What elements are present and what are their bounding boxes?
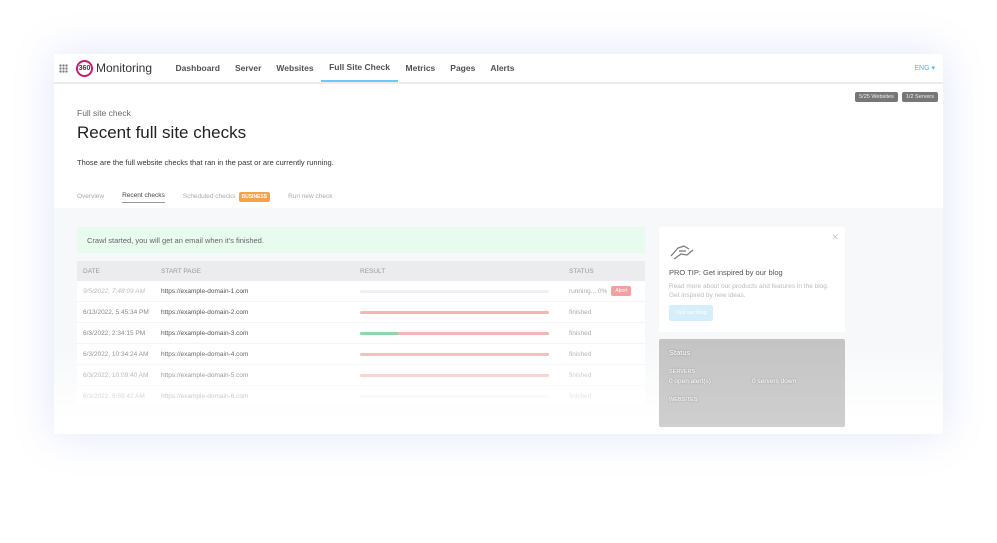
handshake-icon [669,242,835,262]
abort-button[interactable]: Abort [611,286,632,296]
tab-run-new-check[interactable]: Run new check [288,192,333,200]
breadcrumb: Full site check [77,108,131,118]
page-title: Recent full site checks [77,123,247,142]
app-window: 360 Monitoring Dashboard Server Websites … [54,54,943,434]
row-status: running... 0% [569,287,608,295]
logo-text: Monitoring [96,61,153,75]
tab-recent-checks[interactable]: Recent checks [122,192,165,203]
result-fail-segment [397,331,549,335]
nav-metrics[interactable]: Metrics [405,63,436,73]
status-title: Status [669,348,691,357]
logo[interactable]: 360 Monitoring [76,59,153,77]
row-status: finished [569,329,592,337]
websites-label: WEBSITES [669,397,698,403]
tip-title: PRO TIP: Get inspired by our blog [669,268,783,277]
nav-server[interactable]: Server [234,63,262,73]
success-alert: Crawl started, you will get an email whe… [77,227,645,253]
row-start-page[interactable]: https://example-domain-3.com [161,329,249,337]
result-fail-segment [360,310,549,314]
table-row[interactable]: 6/13/2022, 5:45:34 PM https://example-do… [77,302,645,323]
top-nav: 360 Monitoring Dashboard Server Websites … [54,54,943,84]
tab-scheduled-checks[interactable]: Scheduled checks BUSINESS [182,191,271,202]
table-header: DATE START PAGE RESULT STATUS [77,261,645,281]
servers-quota-badge: 1/2 Servers [901,92,938,102]
websites-quota-badge: 5/25 Websites [855,92,898,102]
status-card: Status SERVERS 0 open alert(s) 0 servers … [659,339,845,427]
tip-text: Read more about our products and feature… [669,283,829,299]
result-bar [360,289,549,293]
open-alerts: 0 open alert(s) [669,378,711,385]
table-row[interactable]: 6/3/2022, 2:34:15 PM https://example-dom… [77,323,645,344]
row-date: 9/5/2022, 7:48:09 AM [83,287,145,295]
nav-websites[interactable]: Websites [276,63,314,73]
close-icon[interactable]: ✕ [831,232,839,242]
col-status: STATUS [569,267,594,275]
col-start-page: START PAGE [161,267,201,275]
pro-tip-card: ✕ PRO TIP: Get inspired by our blog Read… [659,227,845,332]
servers-label: SERVERS [669,369,696,375]
page-header: 5/25 Websites 1/2 Servers Full site check… [54,84,943,208]
business-badge: BUSINESS [238,191,271,202]
result-bar [360,331,549,335]
col-result: RESULT [360,267,386,275]
apps-grid-icon[interactable] [59,63,68,73]
tab-overview[interactable]: Overview [77,192,105,200]
row-date: 6/13/2022, 5:45:34 PM [83,308,149,316]
logo-mark: 360 [76,59,93,77]
tab-label: Scheduled checks [182,192,236,200]
result-ok-segment [360,331,398,335]
page-description: Those are the full website checks that r… [77,158,334,167]
col-date: DATE [83,267,100,275]
row-date: 6/3/2022, 2:34:15 PM [83,329,146,337]
table-row[interactable]: 9/5/2022, 7:48:09 AM https://example-dom… [77,281,645,302]
nav-full-site-check[interactable]: Full Site Check [321,54,399,82]
language-select[interactable]: ENG ▾ [914,65,935,72]
nav-dashboard[interactable]: Dashboard [175,63,220,73]
result-bar [360,310,549,314]
row-status: finished [569,308,592,316]
nav-alerts[interactable]: Alerts [490,63,515,73]
row-start-page[interactable]: https://example-domain-2.com [161,308,249,316]
visit-blog-button[interactable]: Visit our blog [669,305,713,321]
nav-pages[interactable]: Pages [450,63,476,73]
row-start-page[interactable]: https://example-domain-1.com [161,287,249,295]
servers-down: 0 servers down [752,378,797,385]
